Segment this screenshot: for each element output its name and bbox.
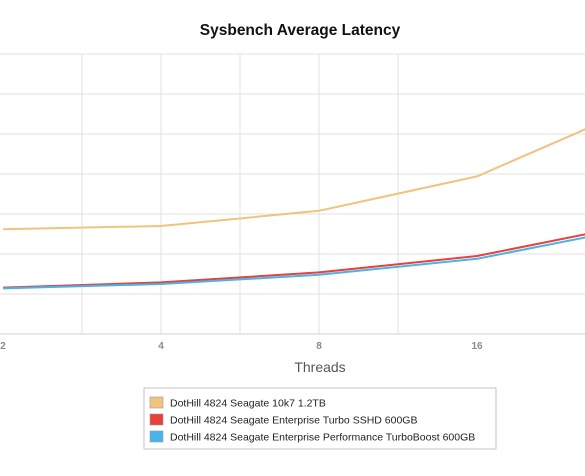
legend-entry-label: DotHill 4824 Seagate 10k7 1.2TB	[170, 398, 326, 410]
legend-box	[143, 387, 497, 450]
legend-swatch	[149, 413, 164, 426]
legend-swatch	[149, 396, 164, 409]
series-lines	[2, 128, 585, 290]
grid	[0, 53, 585, 335]
legend: DotHill 4824 Seagate 10k7 1.2TB DotHill 4…	[143, 387, 497, 450]
series-line-2	[2, 233, 585, 289]
x-tick-label: 4	[158, 341, 164, 352]
x-tick-label: 16	[471, 341, 483, 352]
series-line-1	[2, 128, 585, 231]
chart-title: Sysbench Average Latency	[200, 22, 401, 39]
series-line-3	[2, 236, 585, 290]
x-axis-title: Threads	[294, 359, 345, 375]
legend-entry-label: DotHill 4824 Seagate Enterprise Performa…	[170, 432, 475, 444]
legend-swatch	[149, 430, 164, 443]
x-tick-label: 2	[0, 341, 6, 352]
legend-entry-label: DotHill 4824 Seagate Enterprise Turbo SS…	[170, 415, 417, 427]
x-tick-label: 8	[316, 341, 322, 352]
x-tick-labels: 2 4 8 16	[0, 341, 483, 352]
